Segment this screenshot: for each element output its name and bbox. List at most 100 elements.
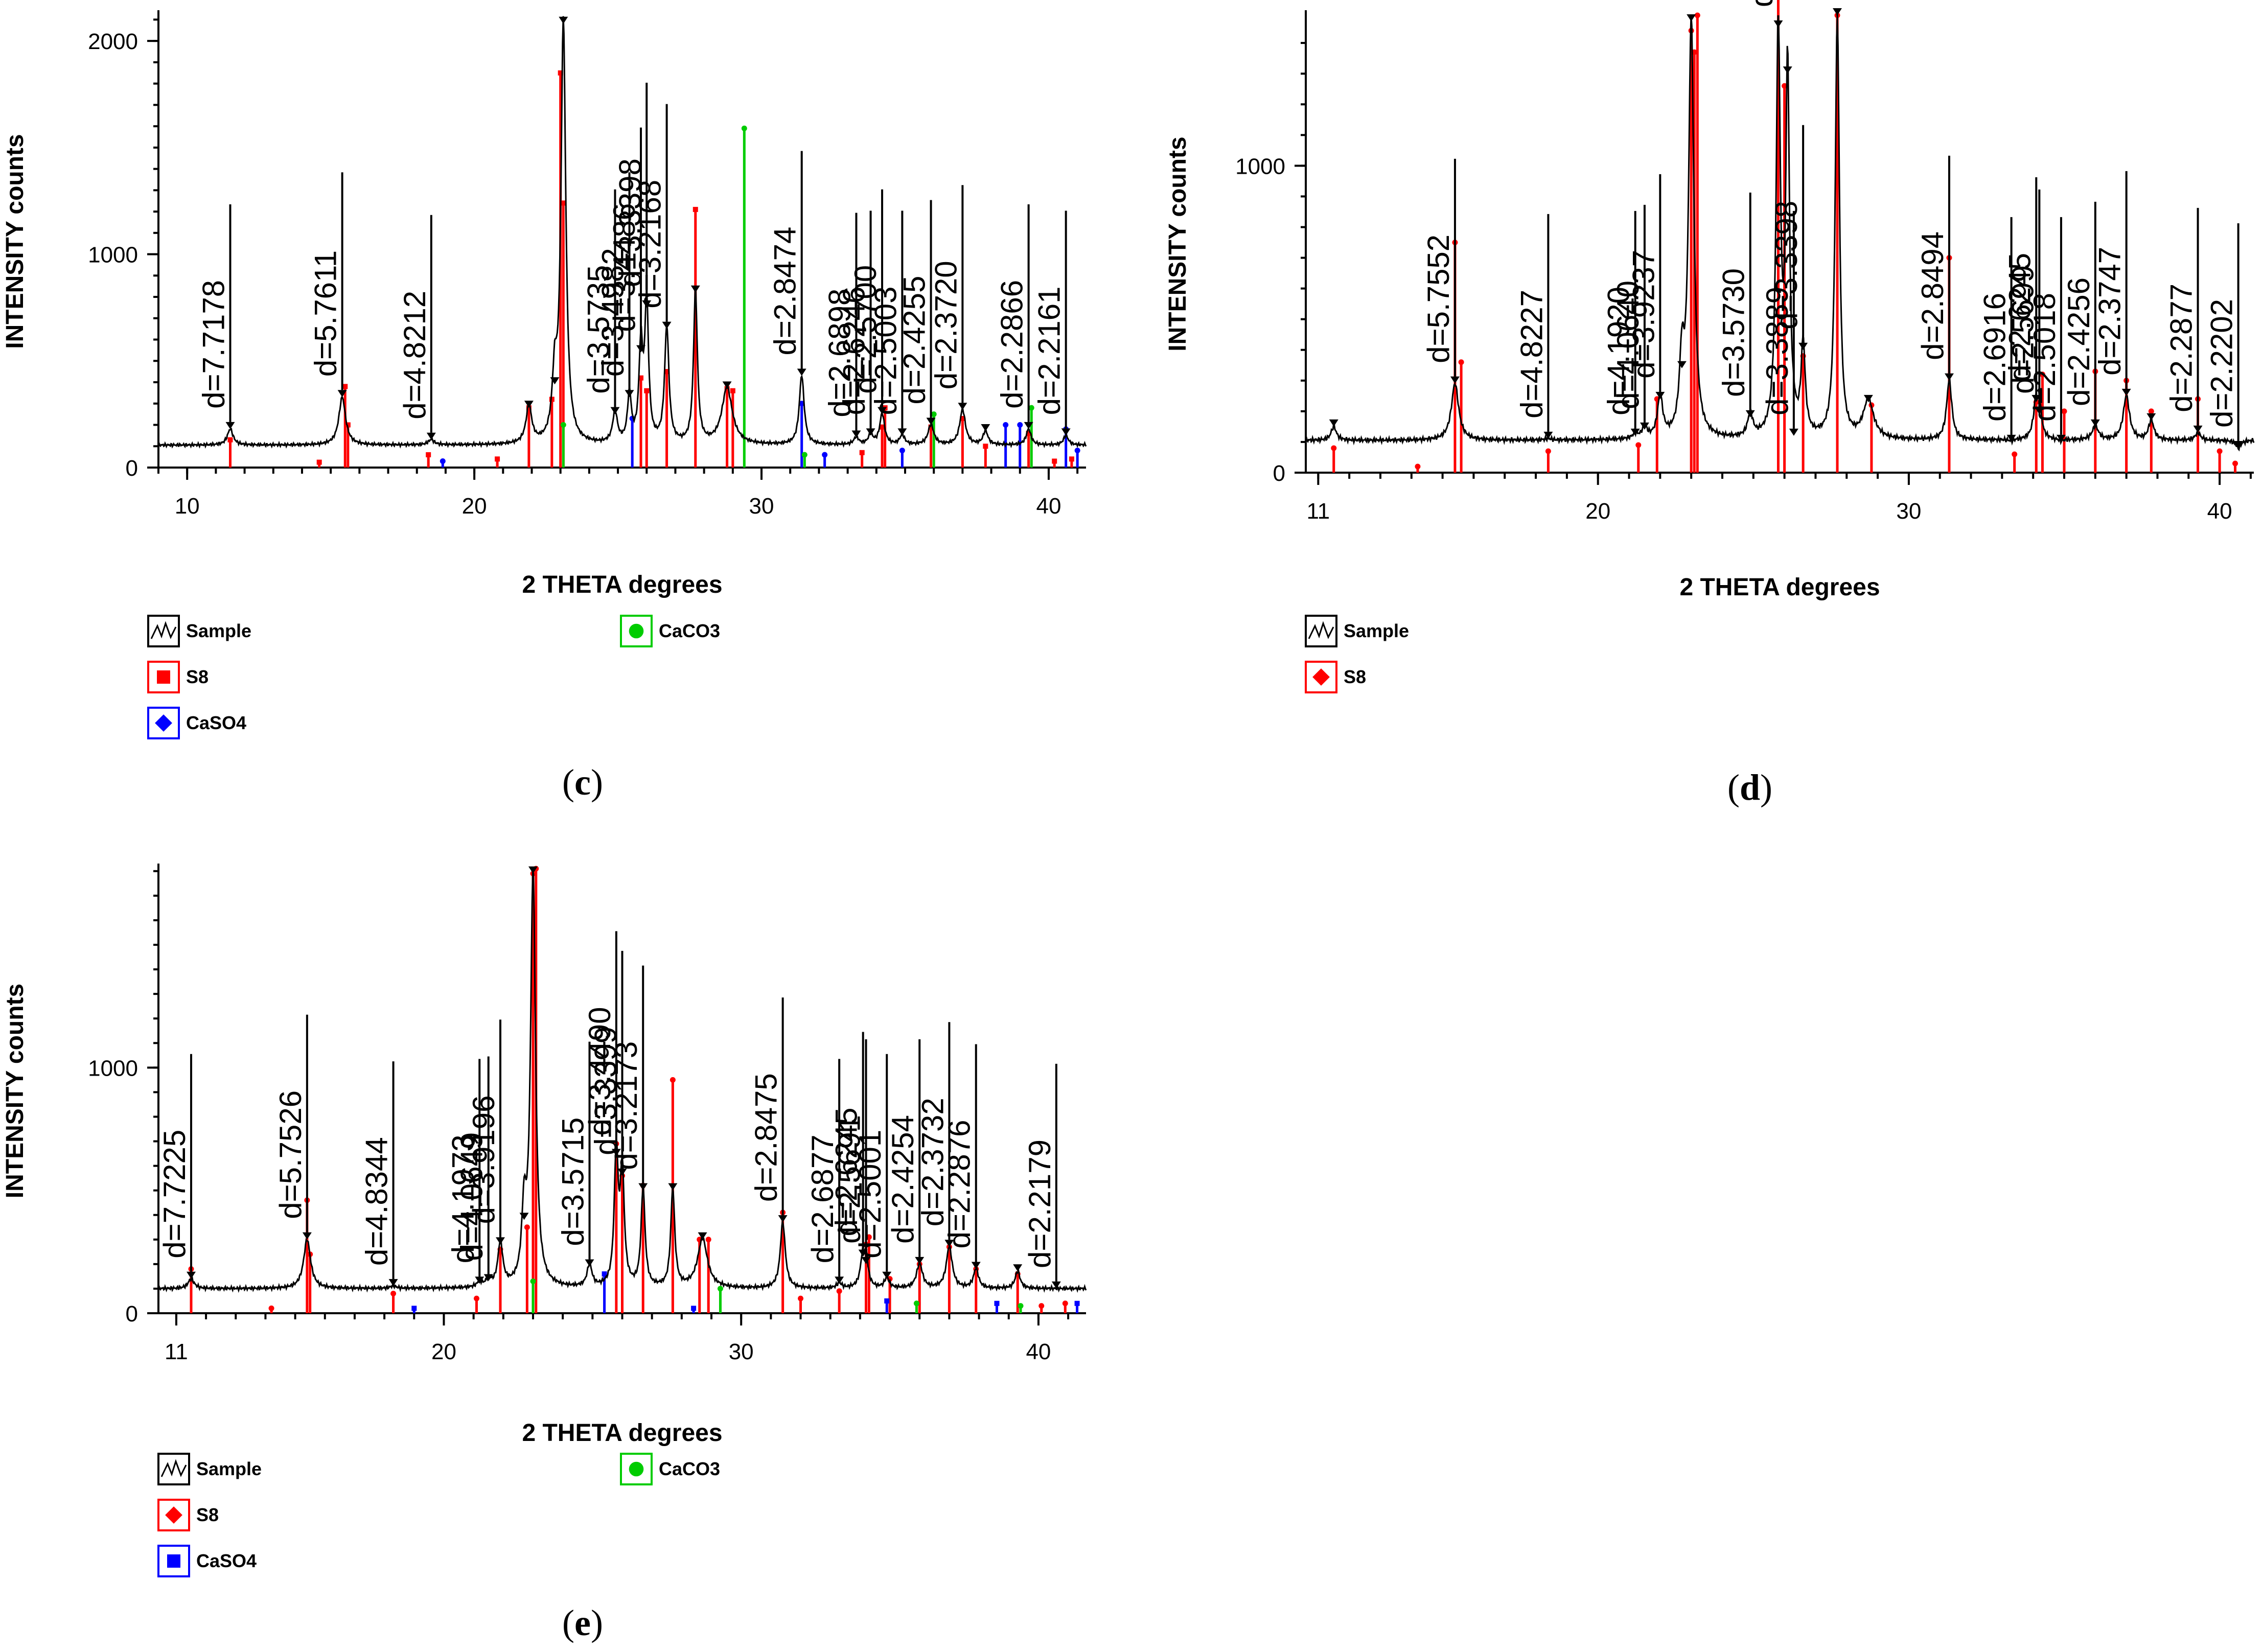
panel-caption: (d): [1727, 767, 1772, 808]
ref-marker: [899, 448, 905, 454]
panel-caption: (e): [562, 1602, 603, 1643]
ref-marker: [644, 388, 650, 393]
peak-marker: [668, 1183, 678, 1191]
peak-marker: [1630, 428, 1640, 436]
ref-marker: [2148, 408, 2154, 414]
ref-marker: [602, 1271, 607, 1277]
s8-icon: [157, 670, 170, 684]
x-tick-label: 20: [1585, 499, 1610, 524]
ref-marker: [530, 1278, 536, 1285]
peak-d-label: d=3.5735: [581, 265, 615, 394]
peak-marker: [337, 390, 347, 398]
x-axis-label: 2 THETA degrees: [1679, 574, 1880, 601]
peak-d-label: d=2.8474: [768, 227, 802, 356]
legend-item-sample: Sample: [1305, 615, 1409, 647]
peak-marker: [1863, 394, 1873, 402]
ref-marker: [473, 1295, 479, 1301]
peak-d-label: d=3.3889: [1760, 287, 1794, 415]
ref-marker: [670, 1077, 676, 1083]
x-tick-label: 11: [1306, 499, 1330, 524]
x-tick-label: 30: [1896, 499, 1921, 524]
peak-d-label: d=2.5001: [853, 1130, 887, 1259]
peak-d-label: d=3.4496: [1744, 0, 1779, 7]
peak-marker: [636, 345, 646, 353]
x-tick-label: 40: [2207, 499, 2232, 524]
peak-d-label: d=2.4254: [886, 1115, 920, 1244]
ref-marker: [227, 437, 233, 443]
y-axis-label: INTENSITY counts: [1164, 136, 1191, 352]
x-tick-label: 30: [749, 494, 774, 519]
ref-marker: [561, 200, 566, 206]
peak-d-label: d=2.5699: [2005, 265, 2040, 394]
peak-marker: [528, 866, 538, 874]
y-tick-label: 0: [126, 456, 138, 481]
legend-item-sample: Sample: [157, 1453, 262, 1485]
ref-marker: [836, 1288, 842, 1294]
peak-marker: [797, 368, 806, 376]
peak-marker: [483, 1274, 493, 1282]
peak-marker: [559, 16, 568, 24]
peak-d-label: d=4.0640: [1611, 281, 1645, 409]
peak-d-label: d=2.6898: [822, 289, 857, 417]
ref-marker: [2061, 408, 2067, 414]
ref-marker: [741, 125, 747, 131]
peak-marker: [778, 1215, 788, 1223]
peak-marker: [981, 424, 990, 432]
y-tick-label: 2000: [88, 29, 138, 54]
peak-d-label: d=2.6877: [805, 1134, 840, 1263]
peak-marker: [944, 1240, 954, 1247]
peak-marker: [1677, 361, 1687, 368]
peak-marker: [2121, 388, 2131, 396]
x-tick-label: 10: [175, 494, 200, 519]
peak-marker: [642, 300, 652, 308]
peak-marker: [1773, 20, 1783, 28]
ref-marker: [1635, 442, 1642, 448]
ref-marker: [1017, 422, 1023, 428]
peak-d-label: d=4.1920: [1602, 287, 1636, 415]
ref-marker: [495, 456, 500, 462]
y-tick-label: 1000: [88, 1056, 138, 1081]
legend-label: CaCO3: [659, 620, 720, 641]
ref-marker: [440, 458, 446, 464]
peak-d-label: d=3.4982: [596, 248, 630, 377]
ref-marker: [799, 401, 805, 407]
caso4-icon: [167, 1554, 180, 1568]
peak-marker: [1687, 14, 1696, 22]
peak-d-label: d=5.7526: [273, 1090, 308, 1219]
caso4-icon: [155, 714, 172, 732]
ref-marker: [268, 1305, 274, 1311]
peak-marker: [1944, 373, 1954, 381]
peak-marker: [971, 1262, 981, 1269]
peak-marker: [1061, 428, 1071, 436]
peak-marker: [1013, 1264, 1023, 1272]
ref-marker: [426, 452, 431, 457]
ref-marker: [2039, 371, 2045, 378]
ref-series-s8: [227, 70, 1074, 468]
ref-marker: [798, 1295, 804, 1301]
peak-marker: [915, 1257, 925, 1264]
legend-label: Sample: [196, 1458, 262, 1479]
ref-marker: [730, 388, 735, 393]
ref-marker: [705, 1237, 711, 1243]
ref-marker: [1052, 458, 1057, 464]
panel-caption: (c): [562, 762, 603, 803]
sample-icon: [1308, 621, 1334, 639]
ref-marker: [822, 452, 828, 458]
peak-d-label: d=3.3398: [613, 158, 647, 287]
peak-d-label: d=3.5730: [1717, 268, 1751, 397]
ref-marker: [390, 1291, 397, 1297]
ref-marker: [913, 1300, 919, 1307]
peak-marker: [958, 403, 967, 410]
x-tick-label: 20: [462, 494, 487, 519]
panel-d: 0 1000 11 20 30 40 2 THETA degrees INTENSITY co…: [1164, 0, 2255, 808]
s8-icon: [165, 1506, 182, 1524]
legend-label: CaSO4: [186, 712, 246, 733]
peak-marker: [519, 1213, 529, 1220]
legend-box: [1305, 661, 1337, 693]
peak-marker: [662, 321, 672, 329]
peak-marker: [897, 428, 907, 436]
peak-marker: [835, 1276, 844, 1284]
peak-d-label: d=2.3720: [929, 261, 963, 389]
peak-d-label: d=2.6245: [2002, 253, 2037, 382]
